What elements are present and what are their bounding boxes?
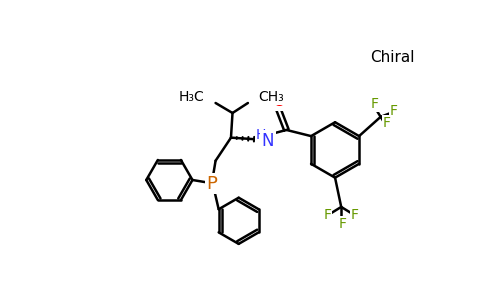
Text: F: F <box>390 104 398 118</box>
Text: H: H <box>256 128 266 142</box>
Text: F: F <box>339 217 347 231</box>
Text: F: F <box>370 97 378 111</box>
Text: O: O <box>272 92 285 110</box>
Text: N: N <box>262 132 274 150</box>
Text: F: F <box>383 116 391 130</box>
Text: Chiral: Chiral <box>371 50 415 65</box>
Text: H₃C: H₃C <box>178 90 204 104</box>
Text: F: F <box>351 208 359 222</box>
Text: F: F <box>323 208 332 222</box>
Text: P: P <box>206 175 217 193</box>
Text: CH₃: CH₃ <box>258 90 285 104</box>
